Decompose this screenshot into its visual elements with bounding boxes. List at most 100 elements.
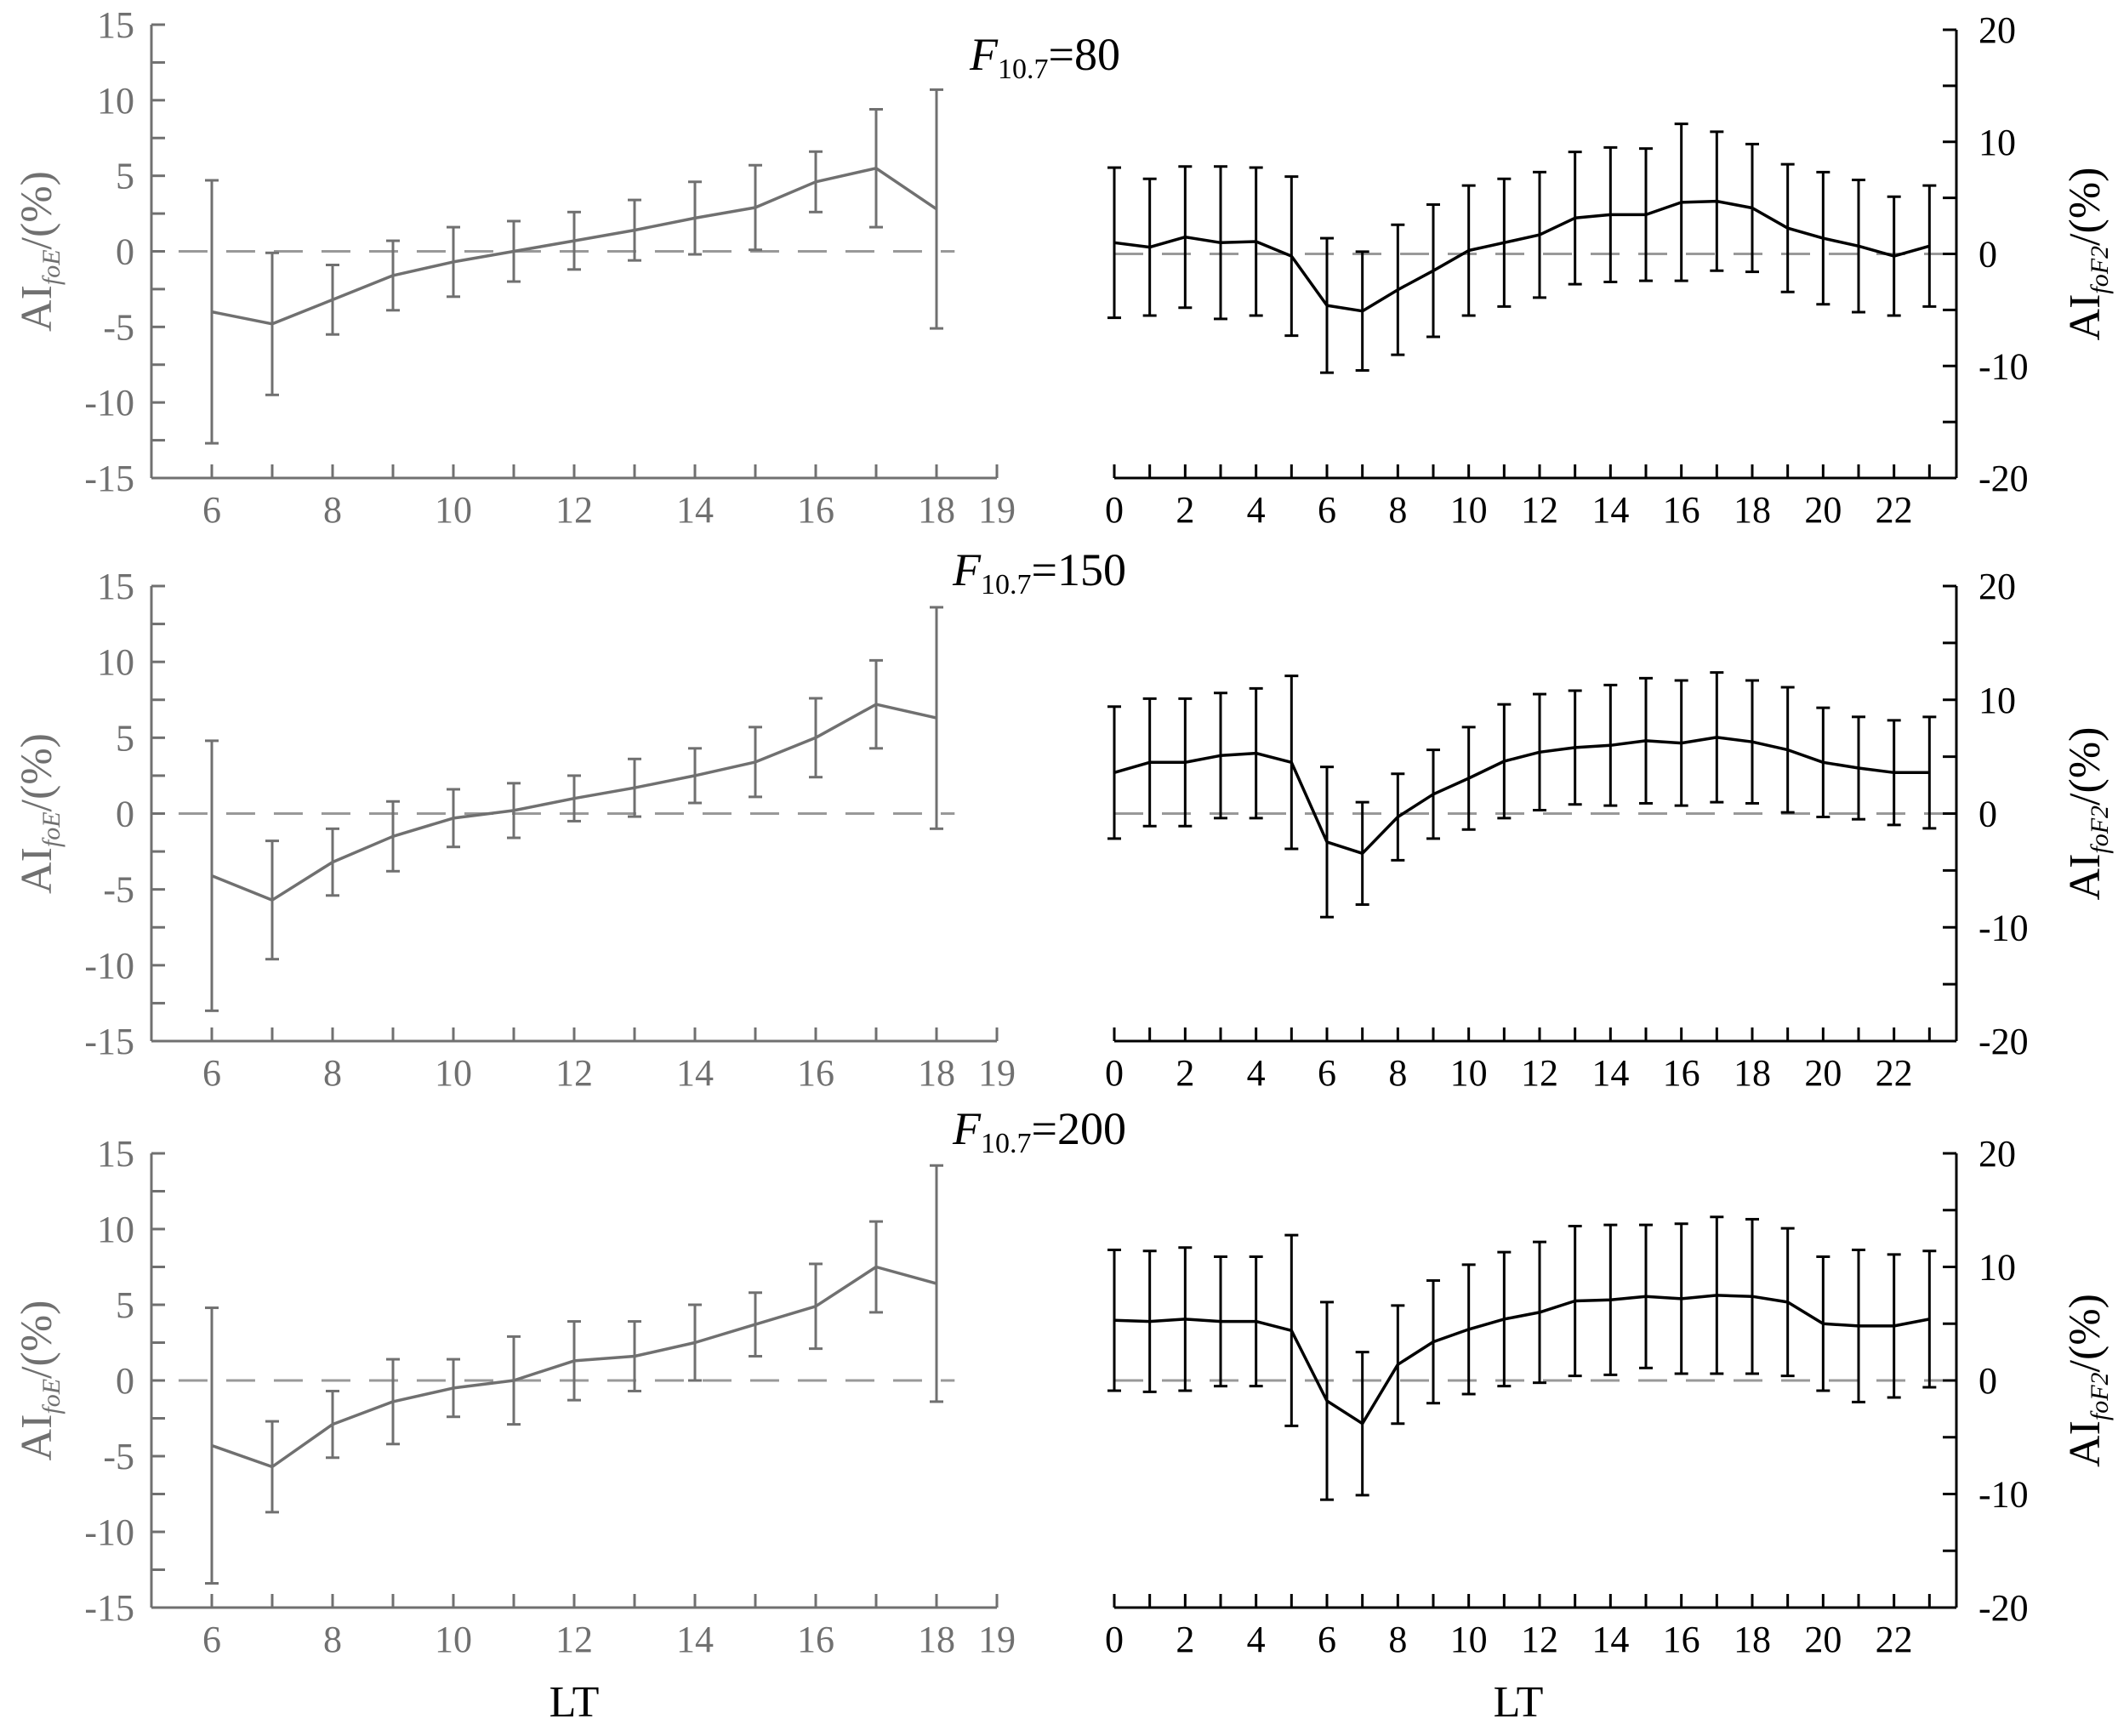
error-bar [930, 606, 943, 830]
x-tick-label: 12 [555, 1619, 593, 1660]
y-tick-label: -20 [1979, 1587, 2029, 1629]
panel-title-val: =80 [1049, 29, 1120, 80]
y-tick-label: -20 [1979, 1021, 2029, 1062]
y-axis-label-main: AI [2061, 1420, 2109, 1467]
x-tick-label: 2 [1176, 489, 1194, 531]
panel-title-var: F [952, 1103, 982, 1154]
series-line [1113, 1294, 1930, 1426]
x-tick-label: 18 [1734, 489, 1771, 531]
y-tick-label: 20 [1979, 1133, 2016, 1175]
series-line [1113, 199, 1930, 313]
x-tick-label: 6 [1318, 1619, 1336, 1660]
x-tick-label: 2 [1176, 1052, 1194, 1094]
x-tick-label: 16 [1663, 1052, 1700, 1094]
y-axis-label-unit: /(%) [13, 1301, 61, 1379]
y-tick-label: 5 [116, 1284, 134, 1326]
y-axis-label-sub: foE [37, 1379, 65, 1414]
y-axis-label-sub: foF2 [2086, 1372, 2114, 1420]
x-tick-label: 4 [1247, 1619, 1266, 1660]
y-axis-label-unit: /(%) [13, 171, 61, 249]
x-tick-label: 4 [1247, 1052, 1266, 1094]
y-tick-label: 15 [97, 4, 134, 46]
x-tick-label: 6 [1318, 1052, 1336, 1094]
series-line [211, 703, 937, 902]
x-tick-label: 6 [202, 489, 221, 531]
y-axis-label-unit: /(%) [2061, 1294, 2109, 1372]
x-tick-label: 19 [978, 489, 1016, 531]
y-tick-label: 20 [1979, 9, 2016, 51]
y-tick-label: 0 [1979, 1360, 1997, 1402]
panel-2: 0 2 4 6 8 10 12 14 16 18 20 22 -20 -10 0 10 20 AIfoF2/(%) [1105, 9, 2114, 531]
x-tick-label: 18 [1734, 1619, 1771, 1660]
y-tick-label: 0 [1979, 234, 1997, 276]
y-tick-label: -20 [1979, 458, 2029, 499]
panel-5: 6 8 10 12 14 16 18 19 -15 -10 -5 0 5 10 15 AIfoE/(%) LT F… [13, 1103, 1126, 1727]
y-axis-label-main: AI [13, 1414, 61, 1461]
y-axis-label-main: AI [2061, 294, 2109, 341]
x-tick-label: 16 [797, 489, 834, 531]
panel-title-val: =150 [1032, 544, 1126, 595]
y-tick-label: 5 [116, 717, 134, 759]
x-tick-label: 4 [1247, 489, 1266, 531]
y-tick-label: -10 [84, 945, 134, 987]
error-bar [1107, 705, 1121, 840]
x-tick-label: 20 [1804, 1052, 1842, 1094]
y-tick-label: 10 [1979, 122, 2016, 163]
y-axis-label: AIfoF2/(%) [2061, 168, 2114, 341]
y-tick-label: -10 [1979, 1474, 2029, 1516]
y-tick-label: -15 [84, 458, 134, 499]
y-tick-label: 15 [97, 566, 134, 607]
x-tick-label: 6 [202, 1052, 221, 1094]
x-tick-label: 6 [202, 1619, 221, 1660]
y-tick-label: 10 [97, 1209, 134, 1250]
x-tick-label: 14 [1591, 489, 1629, 531]
x-tick-label: 18 [918, 1619, 955, 1660]
x-tick-label: 0 [1105, 489, 1124, 531]
x-tick-label: 8 [1388, 1052, 1407, 1094]
y-tick-label: 20 [1979, 566, 2016, 607]
x-tick-label: 20 [1804, 489, 1842, 531]
panel-1: 6 8 10 12 14 16 18 19 -15 -10 -5 0 5 10 15 AIfoE/(%) F10… [13, 4, 1120, 531]
y-axis-label: AIfoF2/(%) [2061, 727, 2114, 901]
x-tick-label: 12 [555, 489, 593, 531]
x-tick-label: 8 [323, 1619, 342, 1660]
y-tick-label: -5 [103, 869, 134, 911]
y-tick-label: 0 [116, 794, 134, 835]
x-tick-label: 22 [1876, 1619, 1913, 1660]
y-tick-label: -10 [1979, 907, 2029, 948]
x-tick-label: 22 [1876, 489, 1913, 531]
y-tick-label: 10 [1979, 680, 2016, 721]
x-axis-label: LT [549, 1678, 600, 1727]
y-axis-label-sub: foE [37, 811, 65, 847]
panel-title-sub: 10.7 [998, 54, 1049, 85]
panel-title: F10.7=200 [952, 1103, 1126, 1159]
x-tick-label: 19 [978, 1619, 1016, 1660]
y-axis-label-main: AI [13, 285, 61, 332]
x-tick-label: 8 [1388, 1619, 1407, 1660]
y-tick-label: 5 [116, 156, 134, 197]
y-axis-label-unit: /(%) [13, 733, 61, 811]
panel-title: F10.7=150 [952, 544, 1126, 600]
x-tick-label: 10 [435, 1052, 472, 1094]
series-line [211, 167, 937, 326]
x-tick-label: 14 [676, 1052, 714, 1094]
x-tick-label: 10 [435, 1619, 472, 1660]
panel-title: F10.7=80 [969, 29, 1120, 85]
x-tick-label: 8 [1388, 489, 1407, 531]
x-tick-label: 0 [1105, 1052, 1124, 1094]
x-tick-label: 18 [918, 1052, 955, 1094]
y-axis-label-sub: foF2 [2086, 805, 2114, 854]
error-bar [205, 179, 219, 445]
series-line [211, 1265, 937, 1469]
panels: 6 8 10 12 14 16 18 19-15-10-5051015AIfoE/(%)F10… [13, 4, 2114, 1727]
y-tick-label: -10 [84, 382, 134, 424]
y-axis-label: AIfoE/(%) [13, 171, 65, 332]
panel-title-sub: 10.7 [981, 1128, 1032, 1159]
y-tick-label: -5 [103, 306, 134, 348]
error-bar [1922, 184, 1937, 308]
y-tick-label: -10 [1979, 345, 2029, 387]
y-tick-label: 15 [97, 1133, 134, 1175]
series-line [1113, 736, 1930, 856]
y-tick-label: -10 [84, 1511, 134, 1553]
